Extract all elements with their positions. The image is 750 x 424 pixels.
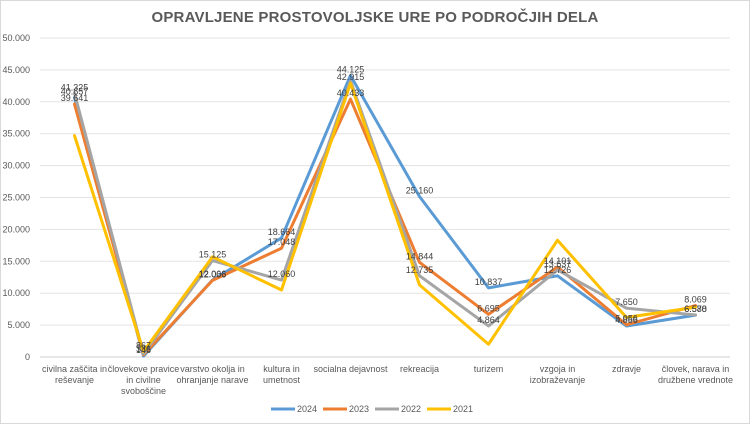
data-label: 42.915 [337, 72, 365, 82]
legend-item-2023: 2023 [323, 404, 369, 414]
series-line-2024 [73, 73, 697, 358]
legend-label: 2023 [349, 404, 369, 414]
data-label: 7.650 [615, 297, 638, 307]
data-labels: 40.657 146 12.066 18.664 44.125 25.160 10.837 1… [61, 64, 707, 355]
x-tick-label: človek, narava in družbene vrednote [658, 364, 733, 385]
x-tick-label: varstvo okolja in ohranjanje narave [176, 364, 248, 385]
y-tick-label: 20.000 [2, 224, 30, 234]
y-tick-label: 0 [25, 352, 30, 362]
data-label: 10.837 [475, 277, 503, 287]
y-tick-label: 35.000 [2, 129, 30, 139]
chart-title: OPRAVLJENE PROSTOVOLJSKE URE PO PODROČJI… [151, 9, 599, 26]
y-tick-label: 25.000 [2, 193, 30, 203]
data-label: 18.664 [268, 227, 296, 237]
data-label: 14.101 [544, 256, 572, 266]
legend-item-2022: 2022 [375, 404, 421, 414]
y-tick-label: 5.000 [7, 320, 30, 330]
y-tick-label: 30.000 [2, 161, 30, 171]
y-tick-label: 15.000 [2, 256, 30, 266]
data-label: 146 [136, 345, 151, 355]
x-tick-label: civilna zaščita in reševanje [42, 364, 107, 385]
legend: 2024 2023 2022 2021 [271, 404, 473, 414]
data-label: 4.856 [615, 315, 638, 325]
data-label: 13.637 [544, 259, 572, 269]
series-lines [73, 73, 697, 358]
data-label: 5.056 [615, 314, 638, 324]
x-tick-label: človekove pravice in civilne svoboščine [108, 364, 180, 396]
data-label: 12.726 [544, 265, 572, 275]
legend-label: 2021 [453, 404, 473, 414]
data-label: 41.325 [61, 82, 89, 92]
series-line-2022 [73, 79, 697, 356]
data-label: 39.641 [61, 93, 89, 103]
x-tick-label: socialna dejavnost [313, 364, 388, 374]
y-tick-label: 50.000 [2, 33, 30, 43]
data-label: 6.570 [684, 304, 707, 314]
legend-item-2024: 2024 [271, 404, 317, 414]
y-tick-label: 45.000 [2, 65, 30, 75]
data-label: 44.125 [337, 64, 365, 74]
data-label: 12.060 [268, 269, 296, 279]
legend-label: 2022 [401, 404, 421, 414]
data-label: 6.588 [684, 304, 707, 314]
data-label: 40.657 [61, 87, 89, 97]
data-label: 6.695 [477, 303, 500, 313]
data-label: 12.735 [406, 265, 434, 275]
legend-item-2021: 2021 [427, 404, 473, 414]
y-axis: 0 5.000 10.000 15.000 20.000 25.000 30.000 35.0… [2, 33, 30, 362]
data-label: 4.864 [477, 315, 500, 325]
data-label: 25.160 [406, 185, 434, 195]
x-tick-label: rekreacija [400, 364, 439, 374]
data-label: 12.066 [199, 269, 227, 279]
legend-label: 2024 [297, 404, 317, 414]
x-tick-label: vzgoja in izobraževanje [530, 364, 586, 385]
data-label: 40.433 [337, 88, 365, 98]
data-label: 12.006 [199, 269, 227, 279]
y-tick-label: 40.000 [2, 97, 30, 107]
x-tick-label: turizem [474, 364, 504, 374]
data-label: 17.048 [268, 237, 296, 247]
series-line-2021 [73, 81, 697, 353]
data-label: 14.844 [406, 251, 434, 261]
y-tick-label: 10.000 [2, 288, 30, 298]
data-label: 336 [136, 344, 151, 354]
x-tick-label: zdravje [612, 364, 641, 374]
x-tick-label: kultura in umetnost [263, 364, 301, 385]
data-label: 867 [136, 340, 151, 350]
data-label: 15.125 [199, 250, 227, 260]
data-label: 8.069 [684, 295, 707, 305]
